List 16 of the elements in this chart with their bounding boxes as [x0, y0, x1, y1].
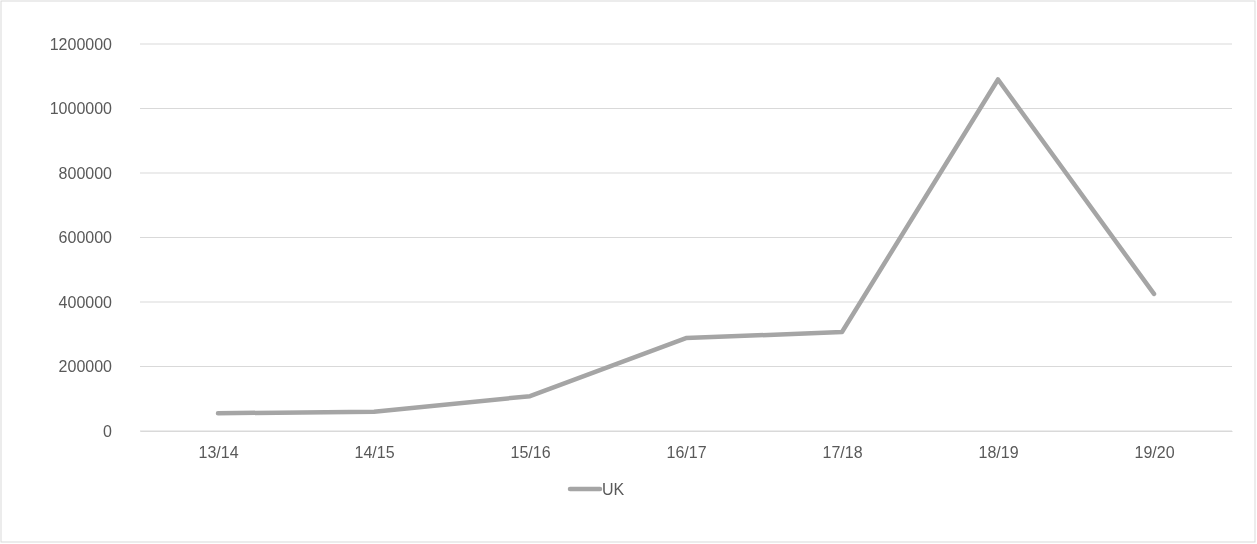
- x-tick-label: 14/15: [354, 444, 395, 462]
- x-tick-label: 13/14: [198, 444, 239, 462]
- y-tick-label: 200000: [58, 358, 113, 376]
- x-tick-label: 18/19: [978, 444, 1019, 462]
- y-tick-label: 600000: [58, 229, 113, 247]
- x-tick-label: 16/17: [666, 444, 707, 462]
- line-series: [215, 77, 1157, 416]
- legend-label: UK: [602, 481, 625, 498]
- x-tick-label: 15/16: [510, 444, 551, 462]
- y-tick-label: 400000: [58, 293, 113, 311]
- x-tick-label: 17/18: [822, 444, 863, 462]
- y-tick-label: 1000000: [49, 100, 113, 118]
- y-tick-label: 800000: [58, 164, 113, 182]
- x-tick-label: 19/20: [1134, 444, 1175, 462]
- y-tick-label: 0: [103, 422, 113, 440]
- y-tick-label: 1200000: [49, 35, 113, 53]
